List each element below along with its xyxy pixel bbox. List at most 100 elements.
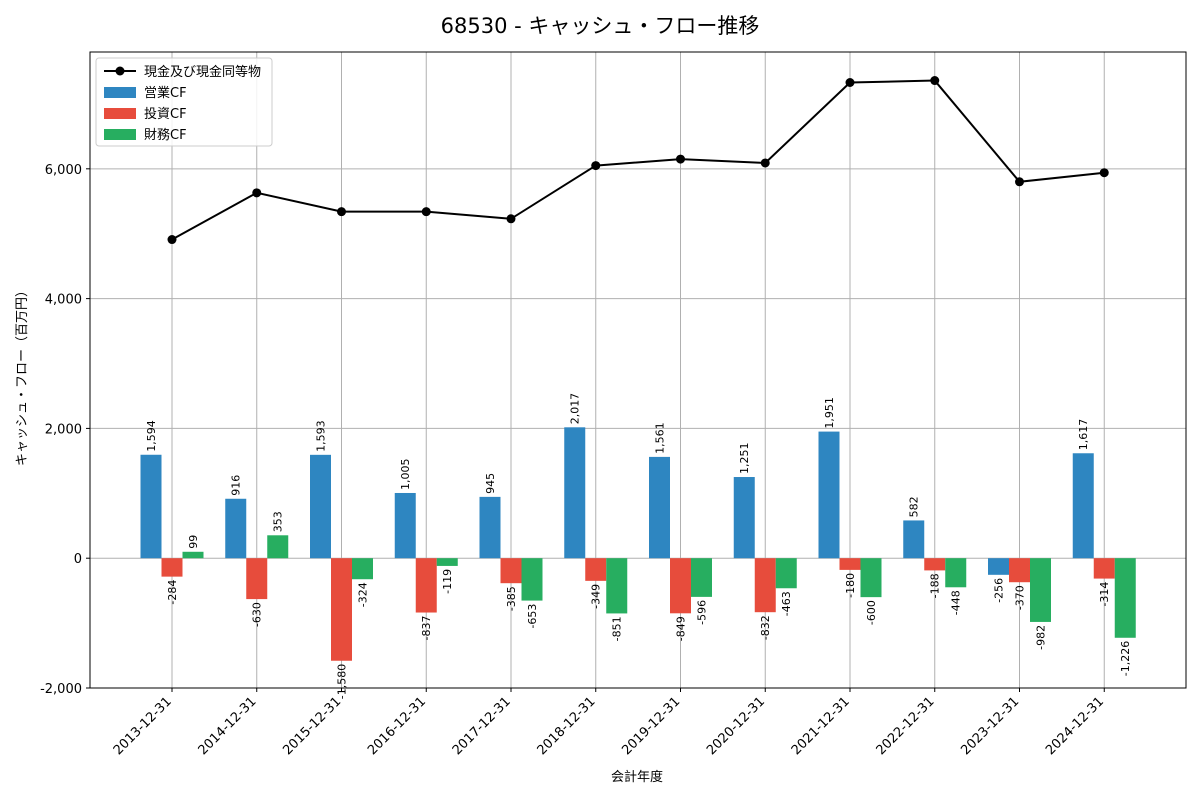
bar-investing — [246, 558, 268, 600]
bar-investing — [670, 558, 691, 614]
legend-bar-swatch — [104, 129, 136, 140]
grid-layer — [90, 52, 1186, 689]
bar-value-label: -180 — [844, 573, 857, 598]
bar-value-label: -349 — [590, 584, 603, 609]
cash-equivalents-point — [252, 188, 262, 198]
bar-value-label: -314 — [1098, 582, 1111, 607]
cash-equivalents-line — [171, 79, 1105, 241]
bar-investing — [1009, 558, 1030, 583]
bar-investing — [924, 558, 946, 571]
bar-value-label: 2,017 — [569, 393, 582, 425]
bar-financing — [691, 558, 712, 597]
cash-equivalents-point — [760, 158, 770, 168]
cash-equivalents-point — [506, 214, 516, 224]
bar-operating — [649, 456, 670, 559]
bar-value-label: -1,580 — [336, 664, 349, 699]
bar-operating — [310, 454, 331, 559]
line-layer — [167, 76, 1109, 245]
bar-operating — [140, 454, 162, 559]
bar-financing — [182, 551, 204, 559]
bar-investing — [839, 558, 861, 570]
bar-value-label: 1,561 — [654, 422, 667, 454]
bar-value-label: 1,005 — [399, 458, 412, 490]
bar-value-label: -463 — [780, 591, 793, 616]
bar-value-label: 945 — [484, 473, 497, 494]
bar-investing — [754, 558, 776, 613]
bar-value-label: 582 — [908, 496, 921, 517]
bar-value-label: -596 — [696, 600, 709, 625]
bar-value-label: -1,226 — [1119, 641, 1132, 676]
x-axis-label: 会計年度 — [611, 769, 663, 785]
bar-operating — [1072, 453, 1094, 559]
bar-value-label: -385 — [505, 586, 518, 611]
legend-label: 営業CF — [144, 85, 187, 101]
bar-investing — [331, 558, 352, 661]
bar-value-label: -600 — [865, 600, 878, 625]
cash-equivalents-point — [845, 78, 855, 88]
bar-operating — [564, 427, 586, 559]
bar-value-label: -370 — [1014, 585, 1027, 610]
y-axis-label: キャッシュ・フロー（百万円） — [15, 284, 30, 466]
bar-financing — [436, 558, 458, 566]
legend-label: 投資CF — [144, 106, 187, 122]
legend-box — [95, 57, 273, 147]
legend-label: 財務CF — [144, 128, 187, 143]
bar-financing — [775, 558, 797, 589]
bar-operating — [988, 558, 1009, 575]
plot-frame — [89, 51, 1187, 689]
bar-investing — [1093, 558, 1115, 579]
bar-investing — [585, 558, 607, 581]
legend-marker-swatch — [115, 66, 125, 76]
y-tick-label: 2,000 — [45, 422, 82, 437]
bar-value-label: 353 — [272, 511, 285, 532]
bar-operating — [394, 492, 416, 559]
bar-value-label: 1,593 — [315, 420, 328, 452]
bar-financing — [267, 535, 289, 559]
y-tick-label: 4,000 — [45, 293, 82, 308]
bar-value-label: -851 — [611, 616, 624, 641]
cash-equivalents-point — [421, 207, 431, 217]
label-layer: 1,594 916 1,593 1,005 945 2,017 1,561 1,251 1,95… — [145, 393, 1132, 699]
bar-value-label: -630 — [251, 602, 264, 627]
bar-value-label: 1,251 — [738, 443, 751, 475]
bar-investing — [161, 558, 183, 577]
legend-bar-swatch — [104, 87, 136, 98]
bar-value-label: 99 — [187, 535, 200, 549]
bar-value-label: -324 — [357, 582, 370, 607]
legend-label: 現金及び現金同等物 — [144, 64, 261, 80]
bar-financing — [860, 558, 882, 598]
bar-value-label: -653 — [526, 604, 539, 629]
bar-value-label: -119 — [441, 569, 454, 594]
bar-investing — [415, 558, 437, 613]
bar-value-label: -448 — [950, 590, 963, 615]
bar-value-label: 1,594 — [145, 420, 158, 452]
bar-value-label: -982 — [1035, 625, 1048, 650]
bar-value-label: 1,951 — [823, 397, 836, 429]
cash-equivalents-point — [1015, 177, 1024, 187]
bar-value-label: -832 — [759, 615, 772, 640]
bar-value-label: 1,617 — [1077, 419, 1090, 451]
bar-value-label: 916 — [230, 475, 243, 496]
bar-value-label: -284 — [166, 580, 179, 605]
bar-layer — [140, 427, 1136, 661]
y-tick-label: 0 — [74, 552, 82, 567]
bar-operating — [225, 498, 247, 559]
bar-operating — [818, 431, 840, 559]
legend-bar-swatch — [104, 108, 136, 119]
bar-financing — [606, 558, 628, 614]
bar-value-label: -188 — [929, 573, 942, 598]
bar-value-label: -849 — [675, 616, 688, 641]
bar-financing — [352, 558, 373, 580]
cash-equivalents-point — [930, 76, 940, 86]
y-tick-label: 6,000 — [45, 163, 82, 178]
bar-financing — [945, 558, 967, 588]
bar-financing — [1114, 558, 1136, 638]
bar-financing — [1030, 558, 1051, 622]
bar-operating — [903, 520, 925, 559]
bar-value-label: -837 — [420, 616, 433, 641]
cash-equivalents-point — [591, 161, 601, 171]
chart-title: 68530 - キャッシュ・フロー推移 — [441, 14, 760, 38]
